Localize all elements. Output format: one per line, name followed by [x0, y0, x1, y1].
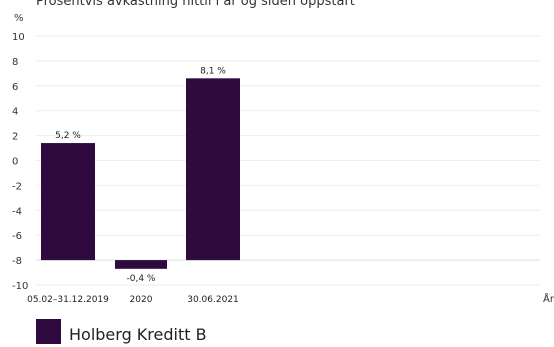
x-axis-label: År — [543, 292, 554, 305]
gridlines — [36, 35, 540, 286]
x-tick-label: 30.06.2021 — [187, 295, 239, 305]
y-tick-label: 8 — [12, 57, 18, 68]
bar-value-label: 8,1 % — [200, 66, 226, 76]
y-tick-label: -10 — [12, 281, 28, 292]
y-tick-label: -6 — [12, 231, 22, 242]
y-tick-label: 0 — [12, 157, 18, 168]
bar — [186, 78, 240, 261]
y-tick-label: -8 — [12, 256, 22, 267]
chart-title: Prosentvis avkastning hittil i år og sid… — [36, 0, 355, 9]
legend: Holberg Kreditt B — [36, 319, 207, 344]
bar — [41, 143, 95, 261]
y-tick-label: -4 — [12, 206, 22, 217]
x-tick-label: 05.02–31.12.2019 — [27, 295, 109, 305]
y-tick-label: 10 — [12, 32, 25, 43]
y-tick-label: -2 — [12, 181, 22, 192]
x-tick-labels: 05.02–31.12.2019 2020 30.06.2021 — [27, 295, 239, 305]
x-tick-label: 2020 — [130, 295, 153, 305]
y-tick-label: 4 — [12, 107, 18, 118]
legend-swatch — [36, 319, 61, 344]
legend-label: Holberg Kreditt B — [69, 325, 207, 344]
bar — [115, 260, 167, 269]
y-tick-label: 6 — [12, 82, 18, 93]
y-axis-label: % — [14, 13, 24, 24]
y-tick-labels: 10 8 6 4 2 0 -2 -4 -6 -8 -10 — [12, 32, 28, 292]
bar-value-labels: 5,2 % -0,4 % 8,1 % — [55, 66, 226, 283]
bar-value-label: 5,2 % — [55, 131, 81, 141]
bar-value-label: -0,4 % — [127, 274, 156, 284]
y-tick-label: 2 — [12, 132, 18, 143]
bars — [41, 78, 240, 269]
